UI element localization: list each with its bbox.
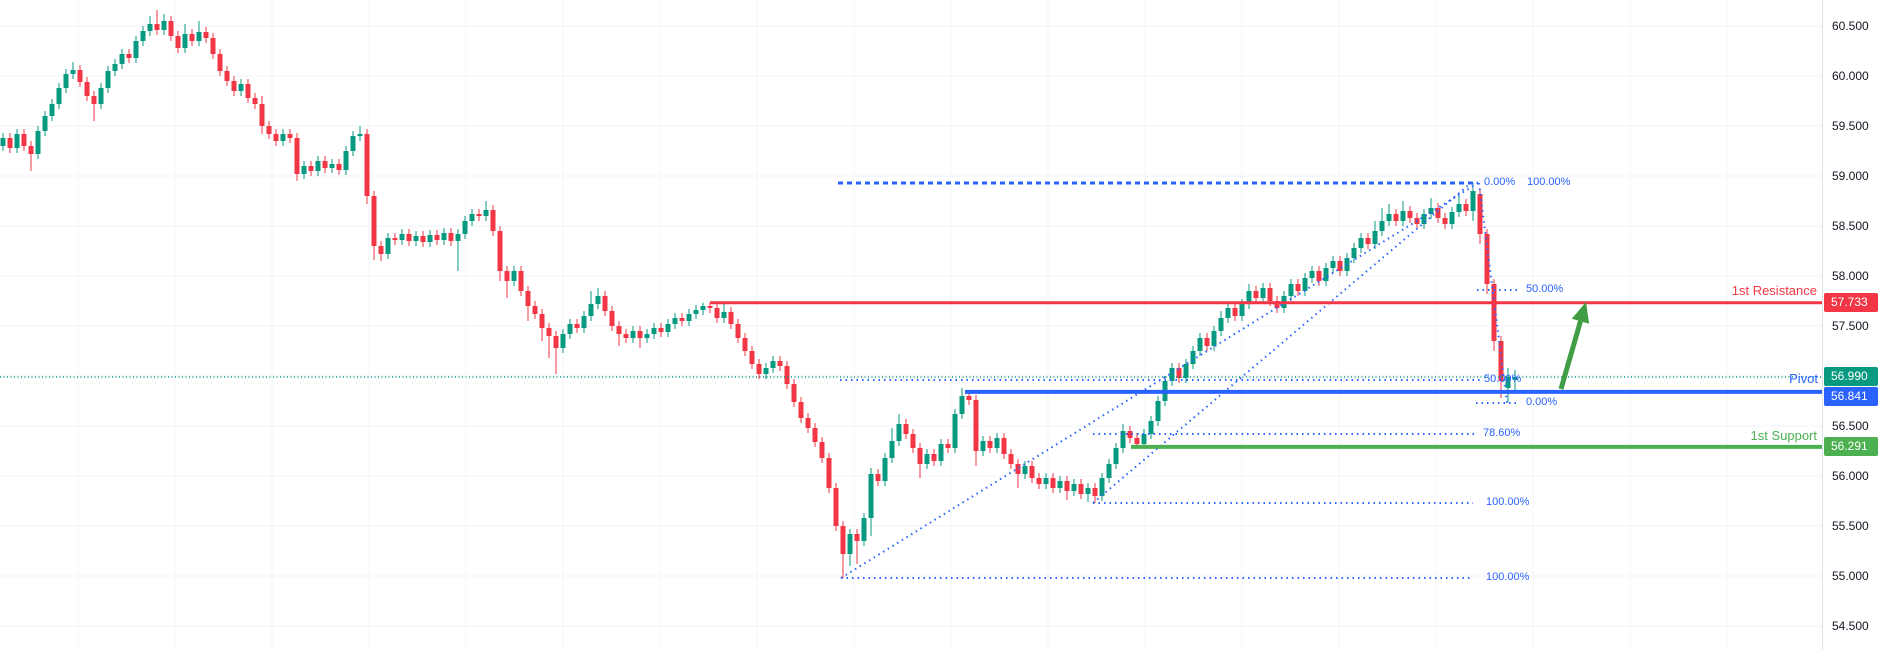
resistance-label[interactable]: 1st Resistance	[1731, 282, 1817, 298]
price-axis-tick: 58.000	[1832, 269, 1869, 283]
price-axis-tick: 58.500	[1832, 219, 1869, 233]
fib-level-label: 100.00%	[1486, 571, 1530, 583]
gridlines	[0, 0, 1822, 650]
fib-level-label: 0.00%	[1484, 176, 1516, 188]
mid-price-badge: 56.841	[1824, 387, 1878, 406]
fib-level-label: 0.00%	[1526, 396, 1558, 408]
price-axis-tick: 60.500	[1832, 19, 1869, 33]
price-axis-tick: 56.500	[1832, 419, 1869, 433]
pivot-label[interactable]: Pivot	[1789, 371, 1818, 386]
support-price-badge: 56.291	[1824, 437, 1878, 456]
price-axis-tick: 57.500	[1832, 319, 1869, 333]
price-axis-tick: 59.000	[1832, 169, 1869, 183]
pivot-price-badge: 56.990	[1824, 367, 1878, 386]
fib-level-label: 50.00%	[1526, 283, 1564, 295]
price-axis-tick: 54.500	[1832, 619, 1869, 633]
support-label[interactable]: 1st Support	[1750, 427, 1818, 443]
price-axis-tick: 60.000	[1832, 69, 1869, 83]
fib-level-label: 78.60%	[1483, 427, 1521, 439]
price-axis-tick: 55.000	[1832, 569, 1869, 583]
fib-level-label: 100.00%	[1527, 176, 1571, 188]
price-axis-tick: 56.000	[1832, 469, 1869, 483]
resistance-price-badge: 57.733	[1824, 293, 1878, 312]
price-axis-tick: 59.500	[1832, 119, 1869, 133]
candles[interactable]	[0, 10, 1518, 578]
fib-level-label: 100.00%	[1486, 496, 1530, 508]
up-arrow[interactable]	[1558, 302, 1590, 390]
price-axis-tick: 55.500	[1832, 519, 1869, 533]
fib-retracement[interactable]	[838, 181, 1520, 579]
fib-level-label: 50.00%	[1484, 373, 1522, 385]
